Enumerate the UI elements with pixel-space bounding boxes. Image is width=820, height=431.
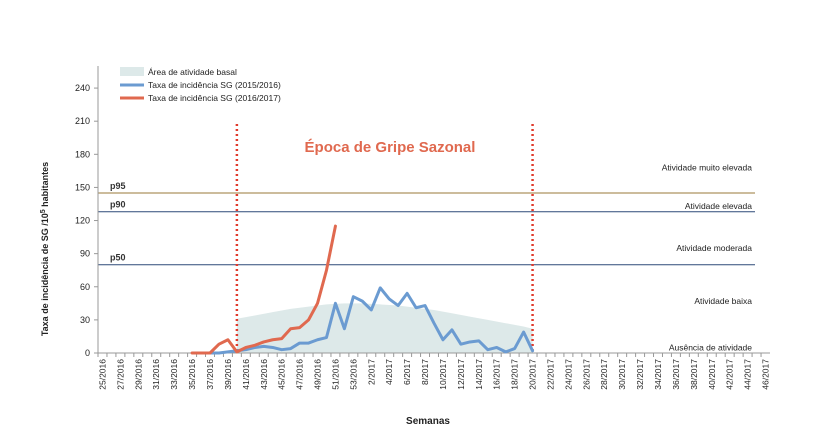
x-tick-label: 4/2017	[384, 359, 394, 385]
x-tick-label: 26/2017	[581, 359, 591, 390]
y-axis-label: Taxa de incidência de SG /105 habitantes	[40, 162, 50, 336]
series-line-2015-2016	[199, 286, 535, 355]
x-tick-label: 51/2016	[330, 359, 340, 390]
x-tick-label: 42/2017	[725, 359, 735, 390]
legend-label: Taxa de incidência SG (2016/2017)	[148, 93, 281, 103]
x-tick-label: 31/2016	[151, 359, 161, 390]
x-tick-label: 16/2017	[492, 359, 502, 390]
x-tick-label: 2/2017	[366, 359, 376, 385]
y-tick-label: 240	[75, 83, 90, 93]
x-tick-label: 6/2017	[402, 359, 412, 385]
x-tick-label: 36/2017	[671, 359, 681, 390]
y-tick-label: 210	[75, 116, 90, 126]
x-tick-label: 43/2016	[259, 359, 269, 390]
x-tick-label: 14/2017	[474, 359, 484, 390]
activity-level-label: Atividade moderada	[676, 243, 752, 253]
x-tick-label: 53/2016	[348, 359, 358, 390]
activity-level-label: Atividade baixa	[694, 296, 752, 306]
x-tick-label: 37/2016	[205, 359, 215, 390]
y-tick-label: 30	[80, 315, 90, 325]
x-tick-label: 38/2017	[689, 359, 699, 390]
x-tick-label: 27/2016	[115, 359, 125, 390]
x-tick-label: 33/2016	[169, 359, 179, 390]
x-tick-label: 46/2017	[761, 359, 771, 390]
legend-swatch-area	[120, 67, 144, 76]
threshold-label: p90	[110, 200, 126, 210]
x-axis-label: Semanas	[406, 416, 450, 427]
threshold-label: p95	[110, 181, 126, 191]
x-tick-label: 41/2016	[241, 359, 251, 390]
y-tick-label: 90	[80, 249, 90, 259]
activity-level-label: Atividade elevada	[685, 201, 752, 211]
x-tick-label: 25/2016	[97, 359, 107, 390]
legend-label: Taxa de incidência SG (2015/2016)	[148, 80, 281, 90]
activity-level-label: Ausência de atividade	[669, 342, 752, 352]
legend-label: Área de atividade basal	[148, 67, 237, 77]
x-tick-label: 34/2017	[653, 359, 663, 390]
x-tick-label: 12/2017	[456, 359, 466, 390]
x-tick-label: 20/2017	[528, 359, 538, 390]
x-tick-label: 22/2017	[545, 359, 555, 390]
x-tick-label: 49/2016	[313, 359, 323, 390]
x-tick-label: 24/2017	[563, 359, 573, 390]
y-tick-label: 180	[75, 149, 90, 159]
x-tick-label: 10/2017	[438, 359, 448, 390]
x-tick-label: 28/2017	[599, 359, 609, 390]
chart-title: Época de Gripe Sazonal	[305, 139, 476, 156]
x-tick-label: 39/2016	[223, 359, 233, 390]
y-tick-label: 150	[75, 182, 90, 192]
x-tick-label: 30/2017	[617, 359, 627, 390]
y-tick-label: 60	[80, 282, 90, 292]
x-tick-label: 45/2016	[277, 359, 287, 390]
series-line-2016-2017	[190, 224, 337, 355]
x-tick-label: 8/2017	[420, 359, 430, 385]
baseline-area	[236, 303, 533, 353]
x-tick-label: 32/2017	[635, 359, 645, 390]
x-tick-label: 29/2016	[133, 359, 143, 390]
x-tick-label: 47/2016	[295, 359, 305, 390]
y-tick-label: 120	[75, 216, 90, 226]
x-tick-label: 18/2017	[510, 359, 520, 390]
activity-level-label: Atividade muito elevada	[662, 163, 753, 173]
y-tick-label: 0	[85, 348, 90, 358]
x-tick-label: 35/2016	[187, 359, 197, 390]
threshold-label: p50	[110, 253, 126, 263]
x-tick-label: 44/2017	[743, 359, 753, 390]
x-tick-label: 40/2017	[707, 359, 717, 390]
